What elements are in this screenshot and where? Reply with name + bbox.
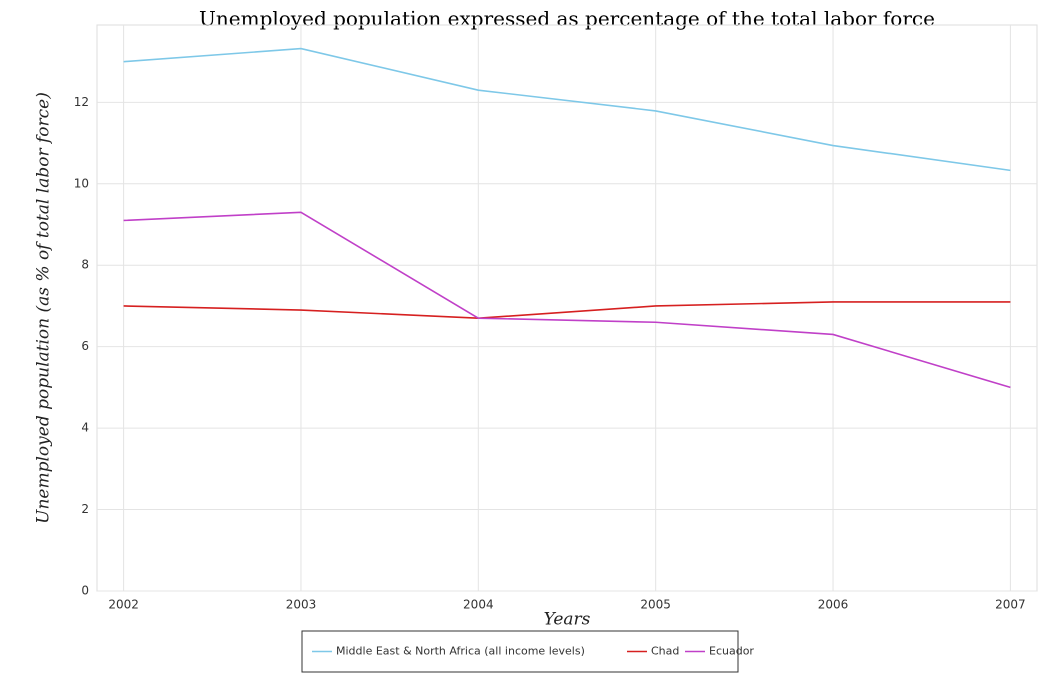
- y-axis-title: Unemployed population (as % of total lab…: [34, 92, 54, 524]
- x-axis-title: Years: [544, 610, 591, 630]
- legend-label: Ecuador: [709, 645, 754, 658]
- line-series: [123, 211, 1011, 389]
- x-tick-label: 2002: [108, 598, 139, 612]
- x-tick-label: 2004: [463, 598, 494, 612]
- y-tick-label: 2: [81, 502, 89, 516]
- y-tick-label: 6: [81, 339, 89, 353]
- y-tick-label: 10: [74, 176, 89, 190]
- x-tick-label: 2006: [818, 598, 849, 612]
- x-tick-label: 2007: [995, 598, 1026, 612]
- x-tick-label: 2003: [286, 598, 317, 612]
- legend-box: [301, 630, 739, 673]
- x-tick-label: 2005: [640, 598, 671, 612]
- legend-label: Chad: [651, 645, 679, 658]
- line-series: [123, 47, 1011, 172]
- y-tick-label: 8: [81, 258, 89, 272]
- chart-title: Unemployed population expressed as perce…: [199, 7, 935, 31]
- legend-label: Middle East & North Africa (all income l…: [336, 645, 585, 658]
- y-tick-label: 4: [81, 421, 89, 435]
- y-tick-label: 0: [81, 584, 89, 598]
- y-tick-label: 12: [74, 95, 89, 109]
- line-series: [123, 301, 1011, 319]
